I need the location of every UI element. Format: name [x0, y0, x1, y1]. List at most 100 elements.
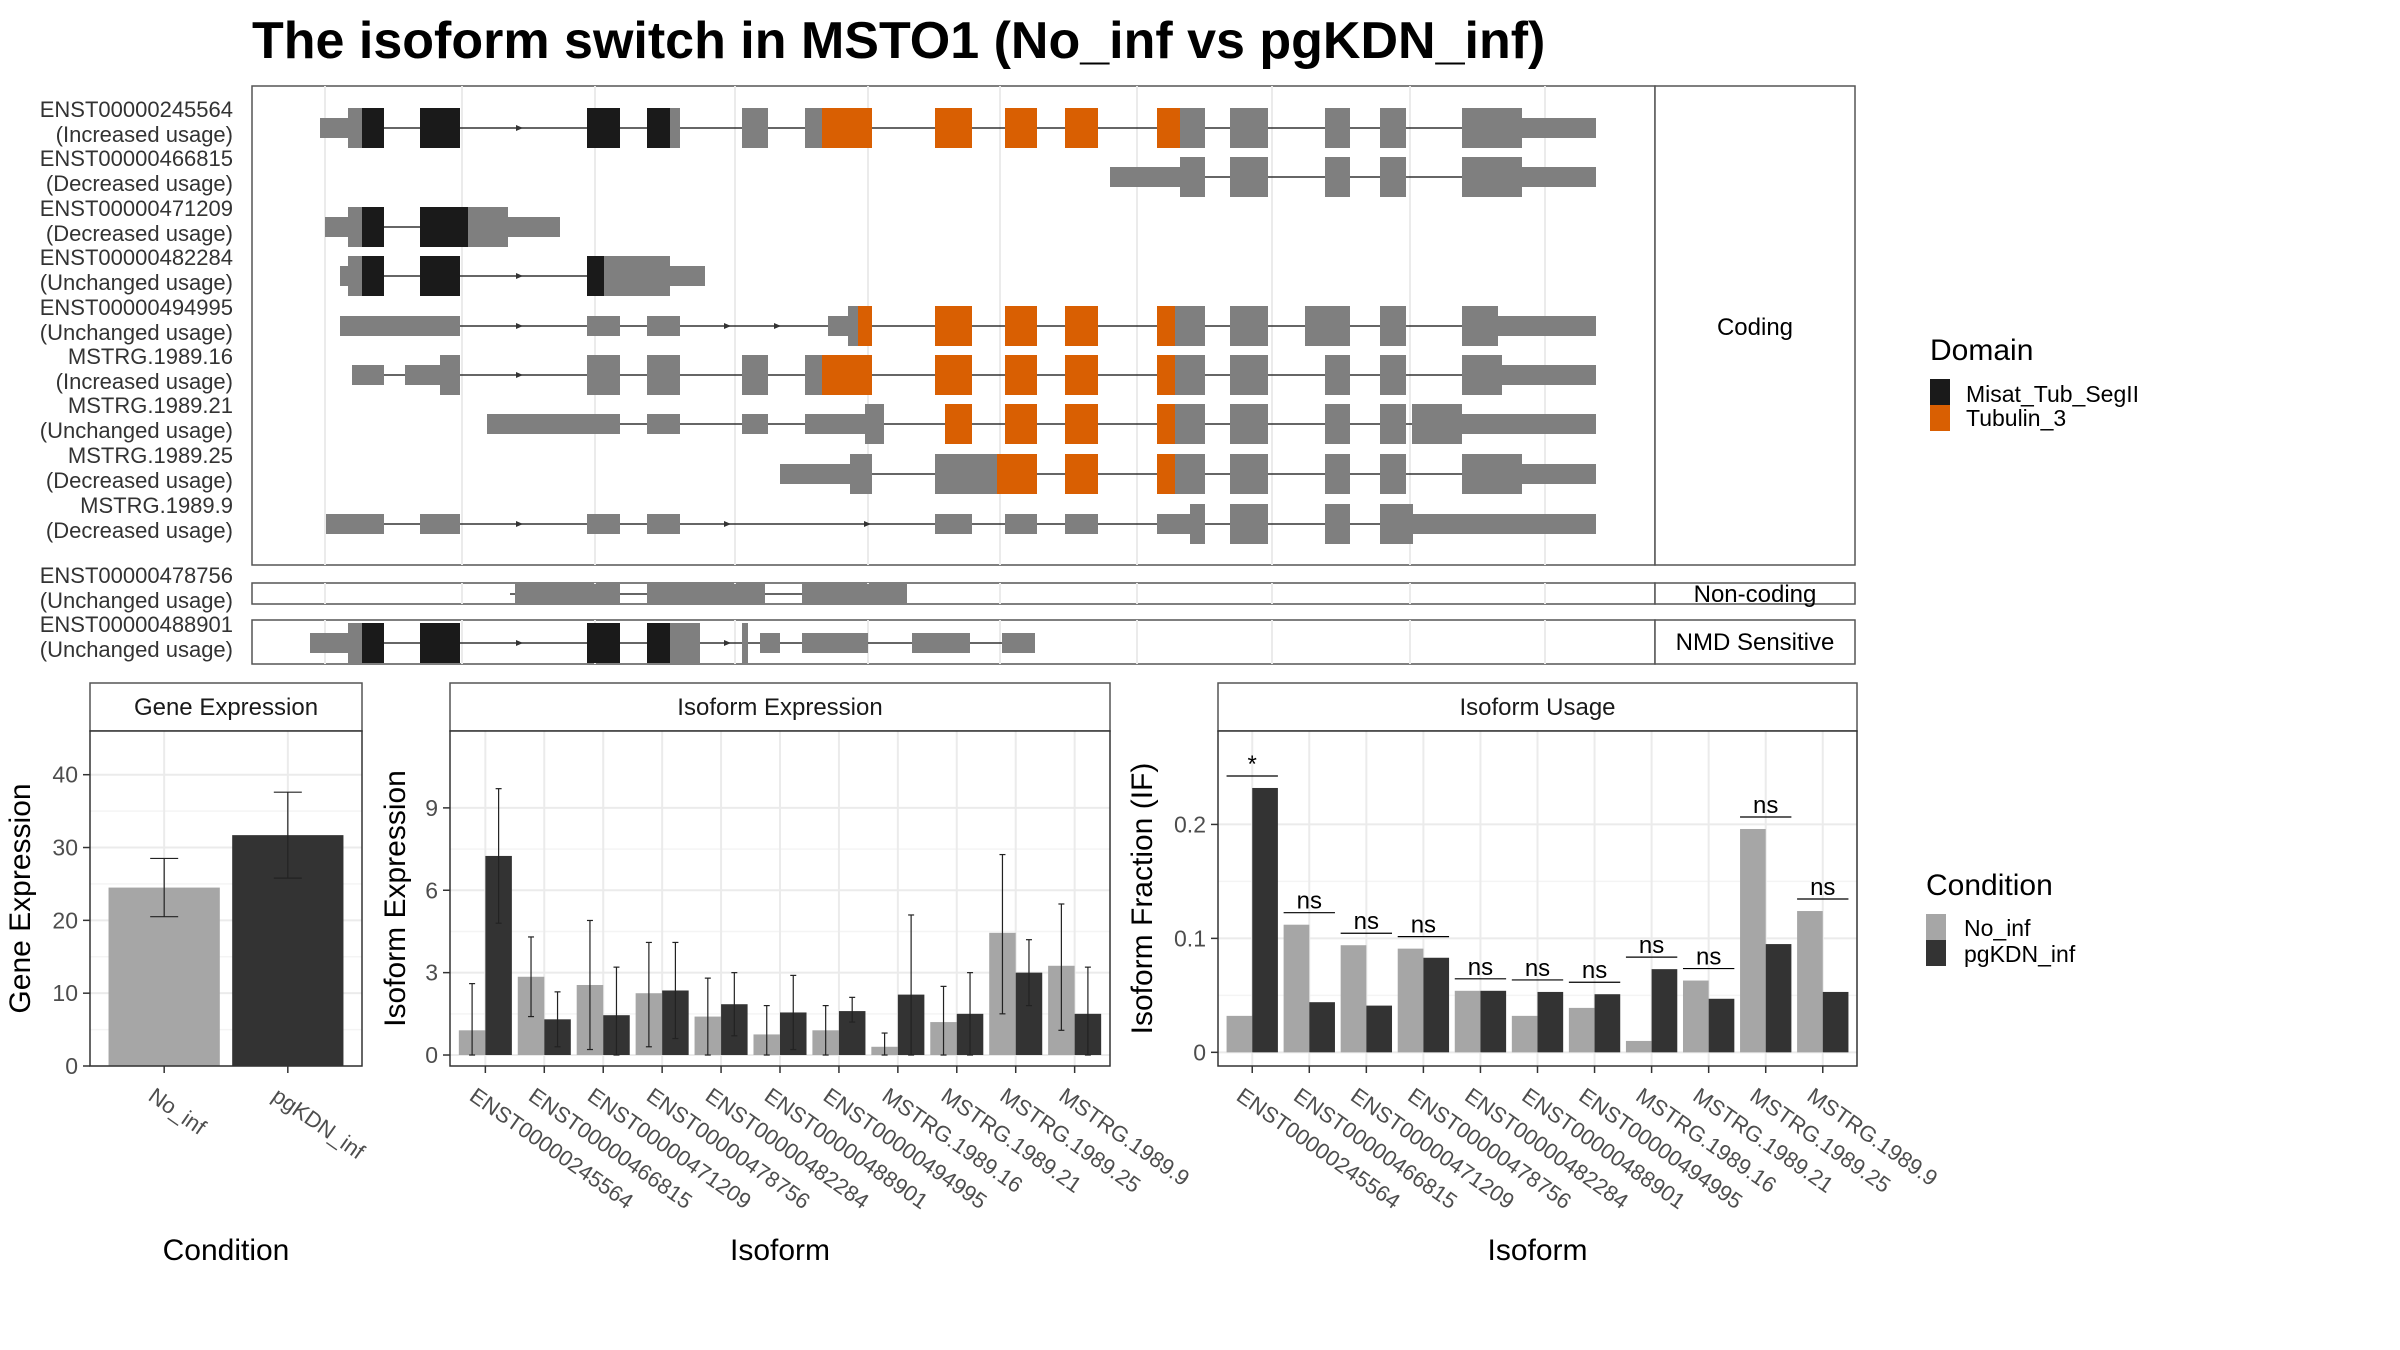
significance-label: ns — [1582, 957, 1607, 984]
isoform-9-exon — [647, 514, 680, 534]
isoform-9-exon — [587, 514, 620, 534]
isoform-label-id: ENST00000482284 — [40, 245, 233, 270]
structure-strip-1 — [1654, 85, 1856, 566]
y-tick-label: 3 — [425, 960, 438, 986]
isoform-8-exon — [1230, 454, 1268, 494]
isoform-9-exon — [1065, 514, 1098, 534]
isoform-6-exon — [1065, 355, 1098, 395]
direction-arrow — [724, 640, 731, 646]
bar-No_inf-MSTRG.1989.25 — [1740, 828, 1766, 1053]
isoform-label-id: MSTRG.1989.25 — [68, 443, 233, 468]
bar-No_inf-ENST00000466815 — [1283, 924, 1310, 1053]
isoform-2-exon — [1325, 157, 1350, 197]
isoform-label-id: ENST00000488901 — [40, 612, 233, 637]
significance-label: ns — [1810, 874, 1835, 901]
isoform-7-exon — [865, 404, 884, 444]
y-tick-label: 0 — [1193, 1039, 1206, 1065]
isoform-label-id: ENST00000478756 — [40, 563, 233, 588]
bar-No_inf-ENST00000494995 — [1568, 1007, 1595, 1053]
isoform-8-exon — [1522, 464, 1596, 484]
isoform-1-exon — [320, 118, 348, 138]
isoform-3-exon — [362, 207, 384, 247]
isoform-9-exon — [1380, 504, 1406, 544]
direction-arrow — [516, 125, 523, 131]
isoform-1-exon — [1230, 108, 1268, 148]
isoform-7-exon — [1380, 404, 1406, 444]
isoform-label-usage: (Decreased usage) — [46, 468, 233, 493]
isoform-9-exon — [326, 514, 384, 534]
y-tick-label: 10 — [52, 980, 78, 1006]
domain-legend-label-2: Tubulin_3 — [1966, 405, 2066, 431]
isoform-5-exon — [935, 306, 972, 346]
condition-legend-swatch-1 — [1926, 914, 1946, 940]
isoform-8-exon — [780, 464, 850, 484]
isoform-4-exon — [670, 266, 705, 286]
isoform-extra-2-exon — [348, 623, 362, 663]
chart-frame — [89, 730, 363, 1067]
isoform-5-exon — [1005, 306, 1037, 346]
bar-No_inf-ENST00000482284 — [1454, 990, 1481, 1053]
structure-strip-label: Non-coding — [1694, 581, 1817, 608]
isoform-label-usage: (Unchanged usage) — [40, 418, 233, 443]
y-tick-label: 6 — [425, 877, 438, 903]
x-axis-title: Condition — [163, 1234, 290, 1267]
isoform-1-exon — [587, 108, 620, 148]
y-tick-label: 40 — [52, 762, 78, 788]
bar-No_inf-ENST00000245564 — [1226, 1015, 1253, 1053]
isoform-5-exon — [858, 306, 872, 346]
isoform-3-exon — [468, 207, 508, 247]
isoform-label-id: ENST00000494995 — [40, 295, 233, 320]
y-tick-label: 30 — [52, 835, 78, 861]
isoform-2-exon — [1462, 157, 1522, 197]
isoform-6-exon — [935, 355, 972, 395]
isoform-label-usage: (Decreased usage) — [46, 221, 233, 246]
isoform-extra-2-exon — [912, 633, 970, 653]
isoform-4-exon — [348, 256, 362, 296]
condition-legend: Condition No_inf pgKDN_inf — [1926, 869, 2076, 967]
isoform-7-exon — [945, 404, 972, 444]
isoform-5-exon — [1380, 306, 1406, 346]
isoform-7-exon — [1005, 404, 1037, 444]
isoform-5-exon — [848, 306, 858, 346]
isoform-7-exon — [1065, 404, 1098, 444]
isoform-2-exon — [1522, 167, 1596, 187]
bar-pgKDN_inf-ENST00000478756 — [1423, 957, 1450, 1053]
domain-legend-label-1: Misat_Tub_SegII — [1966, 381, 2139, 407]
isoform-3-exon — [325, 217, 348, 237]
condition-legend-label-2: pgKDN_inf — [1964, 941, 2076, 967]
isoform-label-usage: (Decreased usage) — [46, 171, 233, 196]
isoform-usage-chart: Isoform Usage * ns ns ns ns ns ns ns ns ns ns 0 0.1 0.… — [1126, 682, 1942, 1267]
y-tick-label: 0.1 — [1174, 925, 1206, 951]
bar-pgKDN_inf-MSTRG.1989.9 — [1822, 991, 1849, 1053]
isoform-8-exon — [1157, 454, 1175, 494]
isoform-1-exon — [348, 108, 362, 148]
structure-strip-label: Coding — [1717, 314, 1793, 341]
isoform-extra-1-exon — [515, 584, 620, 604]
isoform-6-exon — [1462, 355, 1502, 395]
x-tick-label: No_inf — [144, 1083, 211, 1140]
isoform-label-usage: (Unchanged usage) — [40, 637, 233, 662]
isoform-expression-chart: Isoform Expression0369ENST00000245564ENS… — [379, 682, 1194, 1267]
isoform-1-exon — [362, 108, 384, 148]
chart-strip — [89, 682, 363, 732]
isoform-extra-2-exon — [647, 623, 670, 663]
isoform-6-exon — [822, 355, 872, 395]
isoform-4-exon — [340, 266, 348, 286]
isoform-5-exon — [828, 316, 848, 336]
bar-No_inf — [108, 887, 220, 1066]
isoform-7-exon — [742, 414, 768, 434]
y-tick-label: 9 — [425, 795, 438, 821]
condition-legend-title: Condition — [1926, 869, 2053, 902]
isoform-8-exon — [1380, 454, 1406, 494]
isoform-5-exon — [340, 316, 460, 336]
domain-legend: Domain Misat_Tub_SegII Tubulin_3 — [1930, 334, 2139, 431]
significance-label: ns — [1753, 792, 1778, 819]
y-axis-title: Gene Expression — [4, 783, 37, 1013]
isoform-label-usage: (Unchanged usage) — [40, 588, 233, 613]
y-tick-label: 0 — [65, 1053, 78, 1079]
isoform-5-exon — [1065, 306, 1098, 346]
isoform-9-exon — [1325, 504, 1350, 544]
isoform-9-exon — [1230, 504, 1268, 544]
isoform-4-exon — [420, 256, 460, 296]
bar-pgKDN_inf-MSTRG.1989.21 — [1708, 998, 1735, 1053]
